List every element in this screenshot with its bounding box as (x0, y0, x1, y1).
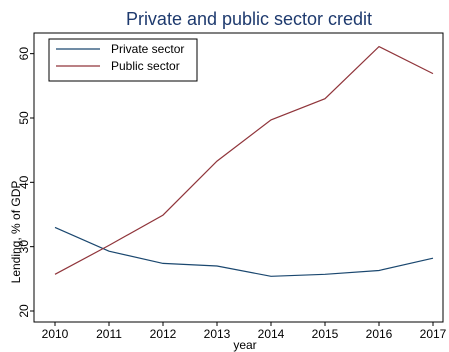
y-tick-label: 20 (17, 304, 31, 318)
x-tick-label: 2011 (96, 327, 122, 341)
y-tick-label: 30 (17, 240, 31, 254)
y-axis-label: Lending, % of GDP (9, 181, 23, 284)
x-axis-label: year (233, 338, 256, 352)
y-tick-label: 50 (17, 111, 31, 125)
legend: Private sector Public sector (48, 38, 198, 82)
series-line-private (54, 226, 434, 277)
legend-entry: Public sector (111, 59, 180, 73)
y-axis: 20 30 40 50 60 (17, 47, 34, 318)
legend-box (48, 38, 198, 82)
legend-entry: Private sector (111, 42, 184, 56)
x-tick-label: 2010 (42, 327, 69, 341)
y-tick-label: 40 (17, 175, 31, 189)
chart-title: Private and public sector credit (126, 9, 372, 29)
y-tick-label: 60 (17, 47, 31, 61)
series-line-public (54, 45, 434, 275)
x-tick-label: 2016 (366, 327, 393, 341)
x-tick-label: 2014 (258, 327, 285, 341)
x-axis: 2010 2011 2012 2013 2014 2015 2016 2017 (42, 322, 447, 341)
x-tick-label: 2013 (204, 327, 231, 341)
x-tick-label: 2015 (312, 327, 339, 341)
series-layer (54, 45, 434, 277)
x-tick-label: 2012 (150, 327, 177, 341)
x-tick-label: 2017 (420, 327, 447, 341)
